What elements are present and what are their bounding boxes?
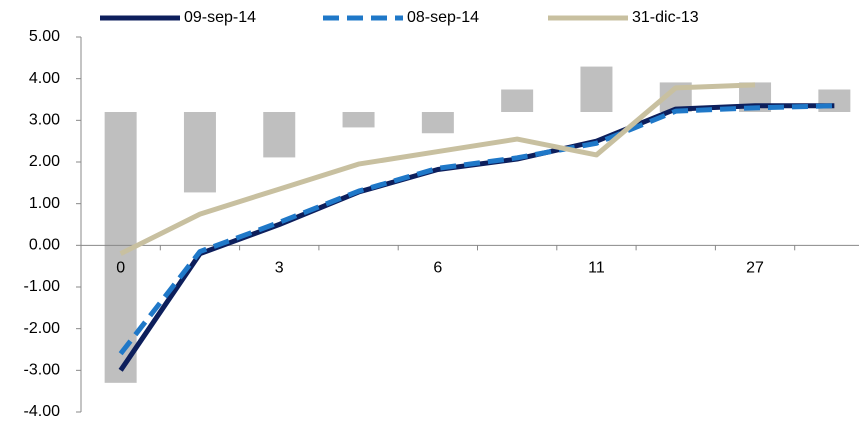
y-tick-label: -1.00: [24, 278, 61, 295]
bar: [501, 89, 534, 112]
x-tick-label: 6: [433, 260, 442, 277]
bar: [580, 66, 613, 112]
x-tick-label: 0: [116, 260, 125, 277]
y-tick-label: 1.00: [29, 195, 60, 212]
y-tick-label: 2.00: [29, 153, 60, 170]
bar: [818, 89, 851, 112]
y-tick-label: -3.00: [24, 362, 61, 379]
bar: [263, 112, 296, 158]
legend-label: 09-sep-14: [184, 9, 256, 26]
x-tick-label: 11: [588, 260, 605, 277]
y-tick-label: 0.00: [29, 237, 60, 254]
line-series: [118, 103, 835, 356]
legend-label: 08-sep-14: [407, 9, 479, 26]
y-tick-label: 3.00: [29, 112, 60, 129]
line-series: [119, 82, 756, 256]
x-tick-label: 27: [746, 260, 764, 277]
y-tick-label: -2.00: [24, 320, 61, 337]
legend-label: 31-dic-13: [632, 9, 699, 26]
y-tick-label: -4.00: [24, 403, 61, 420]
bar: [342, 112, 375, 128]
bar: [183, 112, 216, 193]
x-tick-label: 3: [275, 260, 284, 277]
y-tick-label: 4.00: [29, 70, 60, 87]
bar: [421, 112, 454, 134]
y-tick-label: 5.00: [29, 28, 60, 45]
